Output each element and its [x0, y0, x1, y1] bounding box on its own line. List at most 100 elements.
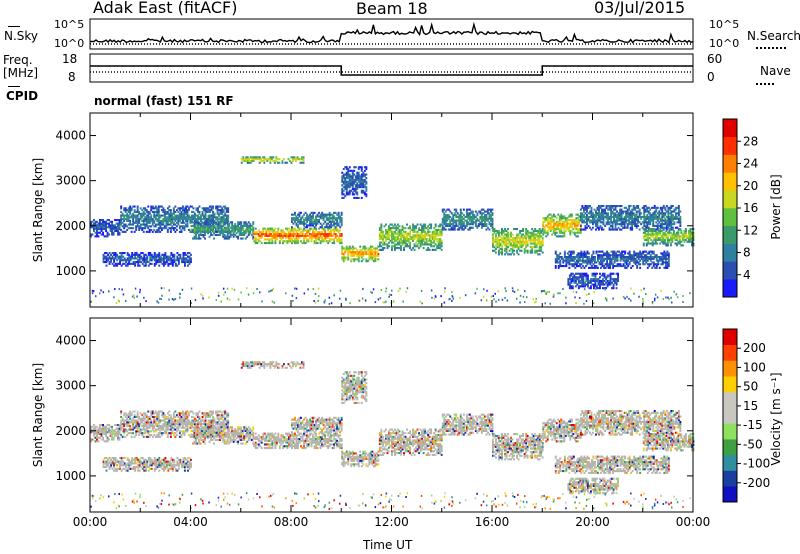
power-speckle [314, 301, 317, 304]
power-cell [222, 214, 225, 217]
power-cell [655, 221, 658, 224]
power-cell [455, 224, 458, 227]
power-cell [653, 242, 656, 245]
power-cell [207, 230, 210, 233]
power-cell [434, 223, 437, 226]
power-cell [642, 244, 645, 247]
power-cell [226, 233, 229, 236]
power-cell [589, 210, 591, 213]
power-cell [629, 228, 632, 231]
power-cell [484, 224, 486, 227]
power-cell [199, 230, 202, 233]
power-cell [162, 207, 165, 210]
power-cell [584, 224, 587, 227]
power-cell [386, 236, 389, 239]
power-cell [217, 224, 220, 227]
power-cell [204, 210, 207, 213]
power-cell [313, 222, 316, 225]
power-cell [671, 223, 674, 226]
power-cell [221, 216, 224, 219]
power-cell [142, 218, 145, 221]
power-cell [108, 226, 111, 229]
power-cell [619, 219, 622, 222]
power-cell [353, 260, 356, 263]
power-cell [577, 265, 580, 268]
power-cell [595, 219, 597, 222]
power-cell [177, 262, 180, 265]
power-cell [330, 234, 333, 237]
power-cell [613, 212, 616, 215]
power-cell [635, 214, 638, 217]
power-cell [301, 222, 304, 225]
power-cell [257, 240, 260, 243]
power-cell [617, 212, 620, 215]
power-cell [227, 207, 230, 210]
power-cell [485, 228, 488, 231]
power-cell [505, 238, 508, 241]
power-cell [507, 231, 510, 234]
power-cell [619, 217, 622, 220]
power-cell [173, 259, 176, 262]
power-cell [665, 229, 668, 232]
power-cell [584, 226, 587, 229]
power-cell [103, 220, 106, 223]
power-cell [177, 259, 180, 262]
power-cell [304, 217, 307, 220]
power-cell [614, 226, 617, 229]
power-cell [413, 228, 416, 231]
power-cell [189, 205, 192, 208]
power-cell [120, 253, 123, 256]
power-cell [345, 189, 348, 192]
power-cell [224, 212, 227, 215]
mhz-label: [MHz] [3, 66, 39, 80]
power-cell [653, 205, 656, 208]
power-cell [159, 230, 162, 233]
power-cell [322, 213, 325, 216]
power-cell [401, 228, 404, 231]
power-cell [649, 214, 652, 217]
power-cell [671, 240, 674, 243]
power-cell [529, 238, 532, 241]
power-cell [392, 245, 395, 248]
power-cell [133, 221, 136, 224]
power-cell [507, 228, 510, 231]
power-cell [357, 254, 360, 257]
power-cell [490, 223, 492, 226]
power-cell [159, 223, 162, 226]
power-cell [642, 242, 645, 245]
power-cell [557, 220, 560, 223]
power-cell [195, 233, 197, 236]
power-cell [163, 218, 166, 221]
power-cell [386, 234, 389, 237]
power-cell [584, 274, 586, 277]
power-cell [171, 216, 174, 219]
power-cell [659, 229, 662, 232]
power-cell [637, 205, 640, 208]
power-cell [297, 220, 299, 223]
power-cell [626, 224, 629, 227]
power-cell [369, 247, 372, 250]
power-cell [665, 226, 668, 229]
power-cell [182, 255, 185, 258]
power-cell [613, 215, 616, 218]
power-cell [678, 240, 681, 243]
power-cell [266, 159, 269, 162]
power-cell [348, 184, 351, 187]
power-cell [306, 215, 309, 218]
power-cell [115, 226, 118, 229]
power-cell [288, 227, 290, 230]
power-cell [488, 212, 491, 215]
power-cell [613, 257, 616, 260]
power-cell [231, 224, 234, 227]
power-cell [157, 207, 160, 210]
power-cell [216, 212, 219, 215]
power-cell [128, 257, 131, 260]
power-cell [353, 251, 356, 254]
power-cell [670, 215, 673, 218]
power-cell [309, 219, 312, 222]
power-cell [683, 233, 686, 236]
power-cell [183, 225, 186, 228]
power-cell [490, 219, 492, 222]
power-cell [359, 186, 362, 189]
power-cell [605, 281, 608, 284]
